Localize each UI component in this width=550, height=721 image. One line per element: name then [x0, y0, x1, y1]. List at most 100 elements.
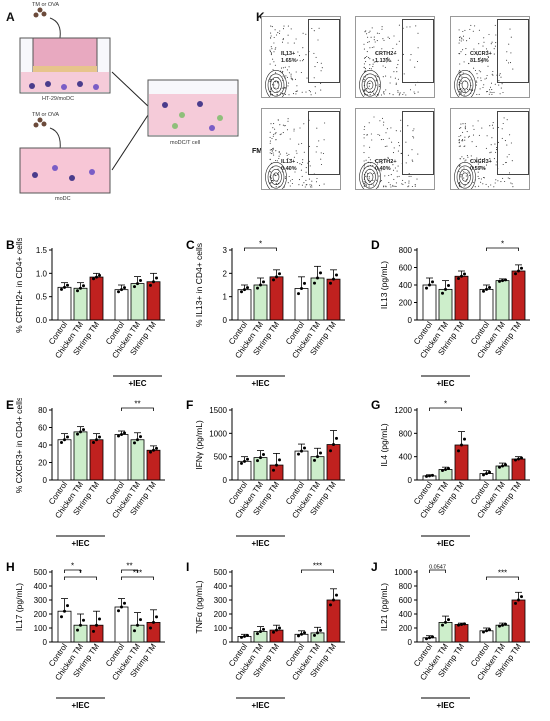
- event-dot: [288, 72, 290, 74]
- event-dot: [475, 84, 477, 86]
- event-dot: [510, 142, 512, 144]
- event-dot: [373, 36, 375, 38]
- event-dot: [390, 174, 392, 176]
- event-dot: [363, 145, 365, 147]
- event-dot: [364, 126, 366, 128]
- event-dot: [493, 186, 495, 188]
- event-dot: [372, 65, 374, 68]
- data-point: [82, 618, 85, 622]
- event-dot: [301, 164, 303, 166]
- data-point: [460, 623, 463, 626]
- facs-plot: CRTH2+ 1.13%: [355, 16, 435, 98]
- event-dot: [460, 82, 462, 84]
- data-point: [66, 604, 69, 608]
- event-dot: [305, 54, 307, 56]
- well-label: moDC: [55, 196, 71, 202]
- event-dot: [492, 70, 494, 73]
- data-point: [92, 277, 95, 281]
- event-dot: [472, 134, 475, 136]
- event-dot: [270, 35, 272, 37]
- event-dot: [280, 67, 283, 69]
- event-dot: [284, 176, 287, 178]
- event-dot: [282, 93, 284, 95]
- event-dot: [490, 144, 492, 146]
- event-dot: [372, 92, 375, 94]
- y-tick-label: 0.0: [36, 316, 48, 325]
- event-dot: [498, 84, 500, 86]
- event-dot: [492, 127, 494, 129]
- bar: [438, 288, 453, 321]
- event-dot: [368, 41, 370, 43]
- event-dot: [313, 77, 315, 79]
- event-dot: [369, 94, 371, 96]
- event-dot: [365, 61, 367, 63]
- event-dot: [284, 178, 286, 180]
- event-dot: [274, 87, 276, 89]
- data-point: [488, 470, 491, 474]
- panel-label: B: [6, 238, 15, 252]
- event-dot: [495, 149, 498, 151]
- event-dot: [503, 117, 505, 119]
- event-dot: [462, 131, 464, 133]
- event-dot: [459, 185, 461, 188]
- chart-panel-d: D IL13 (pg/mL) 0 200 400 600 800 Control Chicken…: [365, 238, 550, 392]
- data-point: [139, 279, 142, 283]
- event-dot: [290, 75, 292, 77]
- event-dot: [275, 186, 277, 188]
- event-dot: [383, 93, 385, 95]
- data-point: [278, 458, 281, 462]
- event-dot: [274, 128, 276, 130]
- event-dot: [387, 157, 389, 160]
- data-point: [463, 437, 466, 441]
- event-dot: [403, 92, 405, 94]
- event-dot: [390, 186, 392, 188]
- event-dot: [400, 119, 402, 121]
- data-point: [272, 630, 275, 634]
- event-dot: [417, 47, 419, 49]
- bar: [89, 276, 104, 321]
- significance-label: **: [126, 562, 132, 571]
- event-dot: [287, 182, 289, 184]
- event-dot: [369, 181, 372, 183]
- event-dot: [305, 167, 307, 169]
- event-dot: [287, 157, 289, 159]
- y-axis-label: IL13 (pg/mL): [379, 261, 389, 309]
- significance-bracket: [121, 407, 154, 411]
- event-dot: [373, 46, 375, 48]
- data-point: [501, 279, 504, 283]
- data-point: [117, 434, 120, 438]
- event-dot: [467, 136, 470, 138]
- event-dot: [280, 92, 282, 94]
- significance-bracket: [429, 569, 446, 573]
- data-point: [303, 631, 306, 635]
- event-dot: [308, 90, 310, 92]
- panel-label: F: [186, 398, 193, 412]
- significance-label: *: [79, 569, 82, 578]
- event-dot: [409, 26, 411, 28]
- event-dot: [379, 134, 381, 136]
- event-dot: [372, 179, 374, 182]
- data-point: [447, 284, 450, 288]
- event-dot: [470, 155, 472, 157]
- event-dot: [502, 177, 504, 179]
- y-tick-label: 200: [214, 610, 228, 619]
- event-dot: [459, 164, 461, 166]
- event-dot: [371, 46, 373, 49]
- significance-bracket: [429, 407, 462, 411]
- event-dot: [300, 71, 302, 74]
- event-dot: [316, 177, 318, 180]
- event-dot: [392, 94, 394, 96]
- bar: [89, 439, 104, 481]
- event-dot: [402, 93, 404, 96]
- event-dot: [296, 85, 298, 87]
- event-dot: [489, 86, 492, 88]
- event-dot: [373, 61, 375, 63]
- event-dot: [308, 160, 310, 162]
- event-dot: [301, 175, 303, 177]
- event-dot: [397, 150, 399, 152]
- event-dot: [463, 167, 465, 169]
- event-dot: [458, 94, 460, 96]
- y-axis-label: IL17 (pg/mL): [14, 583, 24, 631]
- y-tick-label: 40: [38, 441, 47, 450]
- event-dot: [459, 158, 461, 160]
